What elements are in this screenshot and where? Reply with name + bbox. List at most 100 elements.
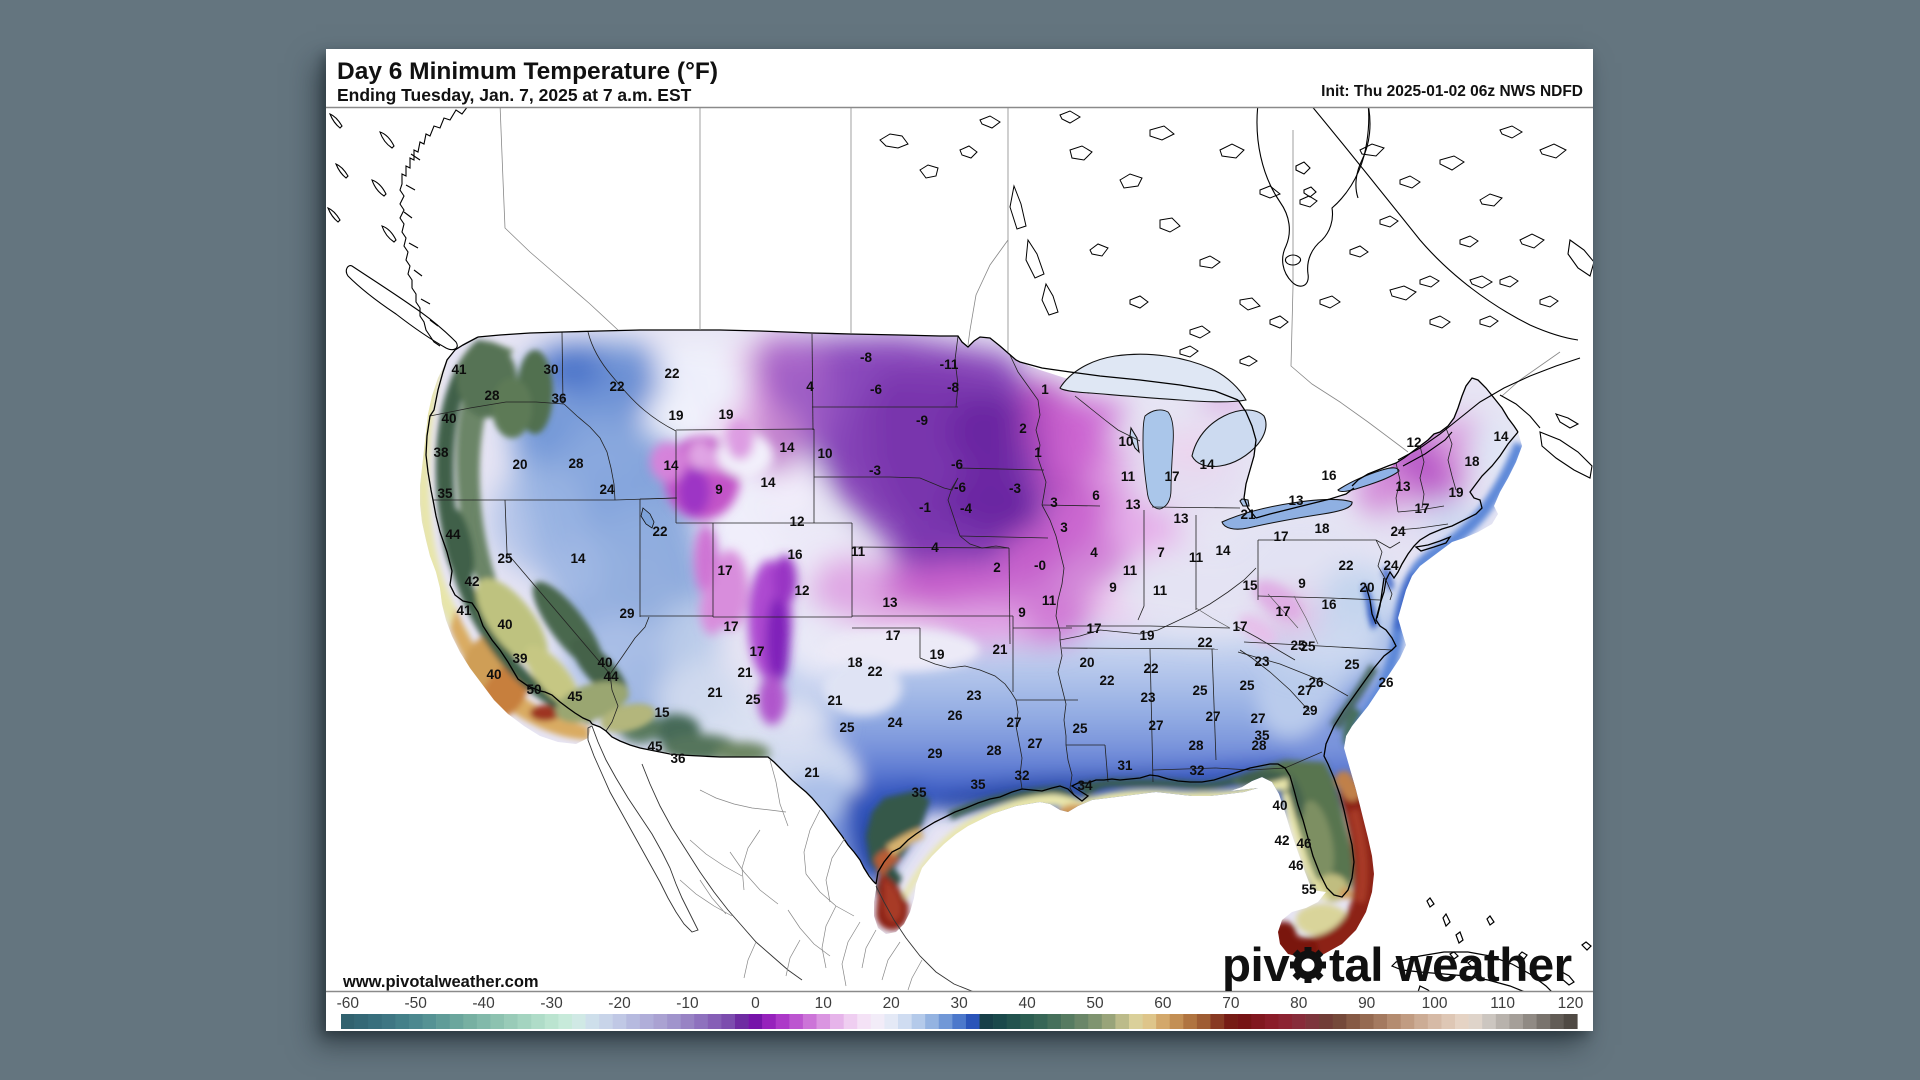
svg-text:22: 22 [1099, 673, 1114, 688]
svg-text:piv: piv [1222, 939, 1290, 992]
svg-text:25: 25 [1192, 683, 1208, 698]
svg-text:-6: -6 [951, 457, 963, 472]
svg-text:18: 18 [1464, 454, 1480, 469]
svg-text:20: 20 [512, 457, 527, 472]
svg-text:44: 44 [445, 527, 461, 542]
svg-text:13: 13 [1288, 493, 1304, 508]
svg-text:6: 6 [1092, 488, 1100, 503]
svg-text:-0: -0 [1034, 558, 1046, 573]
svg-text:17: 17 [1414, 501, 1429, 516]
svg-text:3: 3 [1060, 520, 1068, 535]
svg-text:40: 40 [597, 655, 612, 670]
svg-text:19: 19 [1139, 628, 1154, 643]
svg-text:28: 28 [1188, 738, 1204, 753]
svg-text:60: 60 [1154, 995, 1172, 1012]
svg-text:-4: -4 [960, 501, 972, 516]
svg-text:11: 11 [1121, 469, 1136, 484]
svg-text:28: 28 [484, 388, 500, 403]
svg-text:40: 40 [486, 667, 501, 682]
svg-text:-6: -6 [870, 382, 882, 397]
svg-text:38: 38 [433, 445, 449, 460]
svg-text:10: 10 [1118, 434, 1133, 449]
svg-text:-3: -3 [869, 463, 881, 478]
svg-text:-8: -8 [947, 380, 959, 395]
svg-text:19: 19 [929, 647, 944, 662]
svg-text:17: 17 [723, 619, 738, 634]
svg-text:25: 25 [497, 551, 513, 566]
svg-text:12: 12 [794, 583, 809, 598]
svg-text:9: 9 [1109, 580, 1117, 595]
svg-text:15: 15 [654, 705, 670, 720]
svg-text:17: 17 [1232, 619, 1247, 634]
svg-text:0: 0 [751, 995, 760, 1012]
svg-text:42: 42 [1274, 833, 1289, 848]
svg-text:Ending Tuesday, Jan. 7, 2025 a: Ending Tuesday, Jan. 7, 2025 at 7 a.m. E… [337, 85, 692, 105]
svg-text:-30: -30 [540, 995, 563, 1012]
svg-text:22: 22 [609, 379, 624, 394]
svg-text:13: 13 [1395, 479, 1411, 494]
svg-text:1: 1 [1034, 445, 1042, 460]
svg-text:-6: -6 [954, 480, 966, 495]
svg-text:-40: -40 [472, 995, 495, 1012]
svg-text:23: 23 [1254, 654, 1270, 669]
svg-text:14: 14 [1199, 457, 1215, 472]
svg-text:41: 41 [456, 603, 472, 618]
svg-text:25: 25 [1239, 678, 1255, 693]
svg-text:24: 24 [1390, 524, 1406, 539]
svg-text:-3: -3 [1009, 481, 1021, 496]
svg-text:22: 22 [1338, 558, 1353, 573]
svg-text:25: 25 [1300, 639, 1316, 654]
svg-text:36: 36 [551, 391, 567, 406]
svg-text:40: 40 [497, 617, 512, 632]
svg-text:22: 22 [867, 664, 882, 679]
svg-text:55: 55 [1301, 882, 1317, 897]
svg-text:10: 10 [815, 995, 833, 1012]
svg-text:31: 31 [1117, 758, 1133, 773]
svg-text:17: 17 [1273, 529, 1288, 544]
svg-text:17: 17 [885, 628, 900, 643]
svg-text:35: 35 [437, 486, 453, 501]
svg-text:50: 50 [526, 682, 541, 697]
svg-text:-8: -8 [860, 350, 872, 365]
svg-text:3: 3 [1050, 495, 1058, 510]
svg-text:13: 13 [1125, 497, 1141, 512]
svg-text:25: 25 [1290, 638, 1306, 653]
svg-text:Init: Thu 2025-01-02 06z NWS N: Init: Thu 2025-01-02 06z NWS NDFD [1321, 83, 1583, 100]
svg-text:25: 25 [1072, 721, 1088, 736]
svg-text:11: 11 [1042, 593, 1057, 608]
svg-text:32: 32 [1014, 768, 1029, 783]
svg-text:20: 20 [883, 995, 901, 1012]
svg-text:26: 26 [947, 708, 963, 723]
svg-text:2: 2 [1019, 421, 1027, 436]
svg-text:4: 4 [1090, 545, 1098, 560]
svg-text:30: 30 [950, 995, 968, 1012]
svg-text:-60: -60 [337, 995, 360, 1012]
svg-text:29: 29 [1302, 703, 1317, 718]
svg-text:27: 27 [1297, 683, 1312, 698]
svg-text:21: 21 [804, 765, 820, 780]
svg-text:13: 13 [1173, 511, 1189, 526]
svg-text:90: 90 [1358, 995, 1376, 1012]
svg-text:35: 35 [911, 785, 927, 800]
svg-text:22: 22 [1143, 661, 1158, 676]
svg-text:21: 21 [992, 642, 1008, 657]
svg-text:28: 28 [986, 743, 1002, 758]
svg-text:46: 46 [1296, 836, 1312, 851]
svg-text:24: 24 [887, 715, 903, 730]
svg-text:11: 11 [1123, 563, 1138, 578]
svg-text:9: 9 [1298, 576, 1306, 591]
svg-text:11: 11 [1153, 583, 1168, 598]
svg-text:27: 27 [1027, 736, 1042, 751]
svg-text:20: 20 [1079, 655, 1094, 670]
svg-text:19: 19 [668, 408, 683, 423]
svg-text:13: 13 [882, 595, 898, 610]
svg-text:16: 16 [787, 547, 803, 562]
svg-text:41: 41 [451, 362, 467, 377]
svg-text:17: 17 [717, 563, 732, 578]
svg-text:9: 9 [1018, 605, 1026, 620]
svg-text:16: 16 [1321, 468, 1337, 483]
svg-text:11: 11 [851, 544, 866, 559]
svg-text:10: 10 [817, 446, 832, 461]
svg-text:20: 20 [1359, 580, 1374, 595]
svg-text:19: 19 [718, 407, 733, 422]
